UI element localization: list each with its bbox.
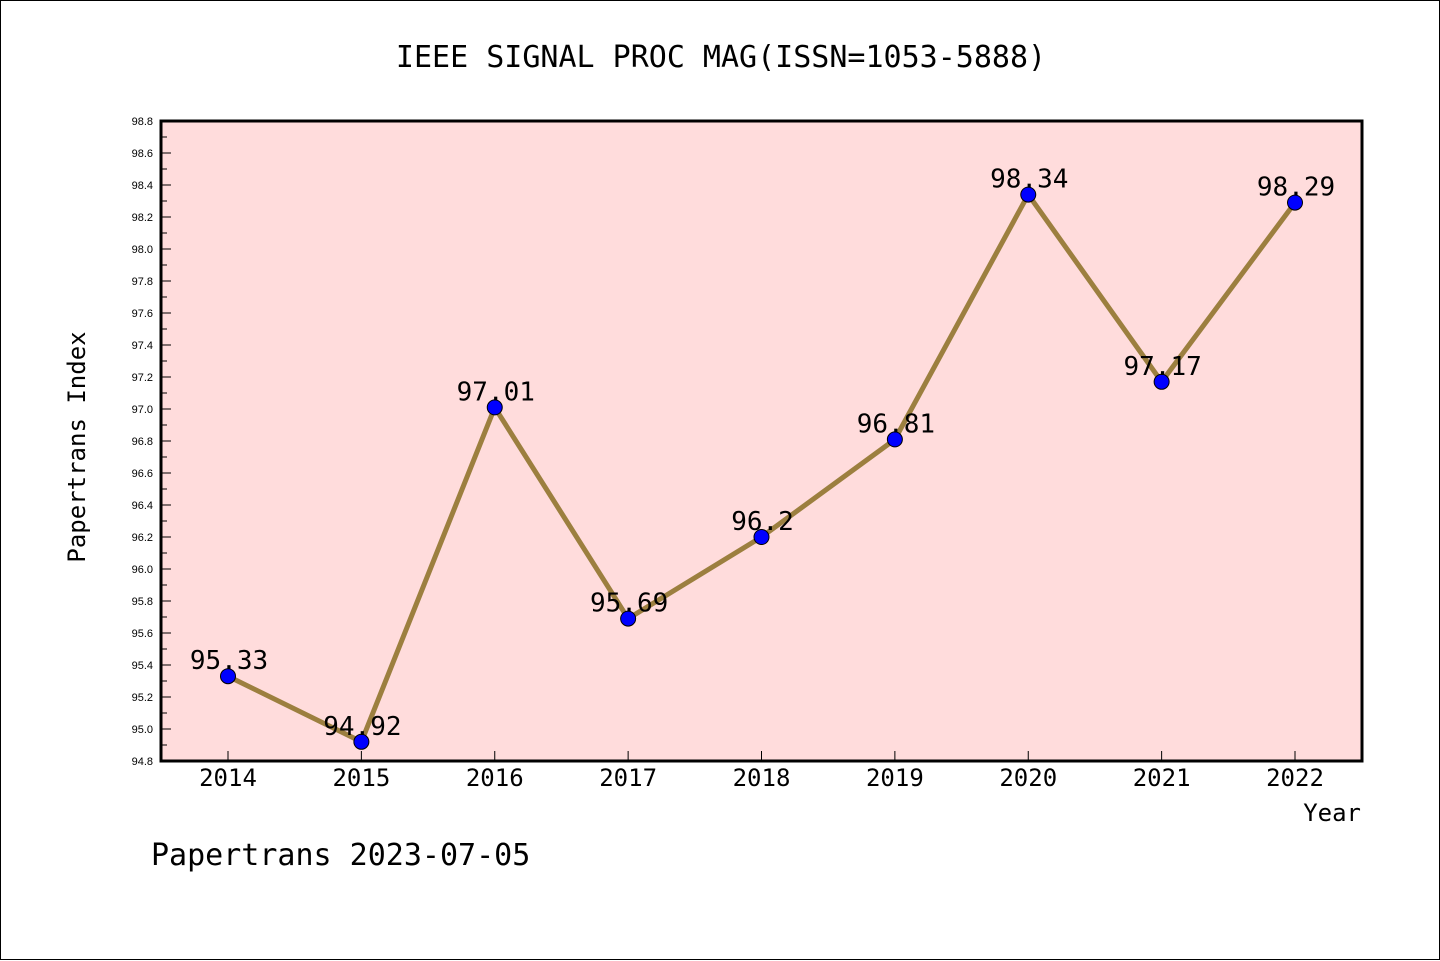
x-tick-label: 2015 [332, 764, 390, 792]
y-tick-label: 96.8 [132, 436, 153, 448]
x-tick-label: 2016 [466, 764, 524, 792]
y-tick-label: 95.0 [132, 724, 153, 736]
data-point-2015 [353, 733, 370, 750]
data-point-2016 [486, 399, 503, 416]
series-line-group [220, 186, 1303, 750]
plot-border [159, 119, 1364, 763]
y-tick-label: 95.4 [132, 660, 153, 672]
data-label-2021: 97.17 [1123, 352, 1201, 382]
data-point-2014 [220, 668, 236, 685]
y-tick-label: 97.4 [132, 340, 153, 352]
y-tick-label: 94.8 [132, 756, 153, 768]
y-tick-label: 96.4 [132, 500, 153, 512]
data-point-2019 [886, 431, 903, 448]
x-axis-label: Year [1303, 799, 1361, 827]
y-tick-label: 98.4 [132, 180, 153, 192]
y-tick-label: 96.0 [132, 564, 153, 576]
data-label-2014: 95.33 [190, 646, 268, 676]
y-tick-label: 98.0 [132, 244, 153, 256]
plot-area [161, 121, 1362, 761]
data-label-2015: 94.92 [323, 712, 401, 742]
data-labels: 95.33 94.92 97.01 95.69 96.2 96.81 98.34 97.17 9… [190, 165, 1335, 742]
y-axis-label: Papertrans Index [63, 331, 91, 562]
x-axis: 2014 2015 2016 2017 2018 2019 2020 2021 2022 [199, 751, 1324, 792]
y-tick-label: 97.0 [132, 404, 153, 416]
x-tick-label: 2022 [1266, 764, 1324, 792]
data-point-2017 [620, 610, 637, 627]
y-tick-label: 95.8 [132, 596, 153, 608]
y-tick-label: 97.6 [132, 308, 153, 320]
y-tick-label: 97.8 [132, 276, 153, 288]
y-tick-label: 97.2 [132, 372, 153, 384]
data-label-2020: 98.34 [990, 165, 1068, 195]
x-tick-label: 2018 [733, 764, 791, 792]
y-tick-label: 96.2 [132, 532, 153, 544]
y-tick-label: 98.8 [132, 116, 153, 128]
y-axis: 94.8 95.0 95.2 95.4 95.6 95.8 96.0 96.2 96.4 96.6… [132, 116, 171, 768]
data-label-2022: 98.29 [1257, 173, 1335, 203]
data-label-2016: 97.01 [457, 377, 535, 407]
data-point-2022 [1287, 194, 1303, 211]
x-tick-label: 2014 [199, 764, 257, 792]
y-tick-label: 98.6 [132, 148, 153, 160]
y-tick-label: 95.2 [132, 692, 153, 704]
x-tick-label: 2021 [1133, 764, 1191, 792]
data-label-2017: 95.69 [590, 589, 668, 619]
chart-title: IEEE SIGNAL PROC MAG(ISSN=1053-5888) [396, 40, 1046, 75]
data-point-2021 [1153, 373, 1170, 390]
data-label-2019: 96.81 [857, 409, 935, 439]
data-point-2018 [753, 529, 770, 545]
y-tick-label: 95.6 [132, 628, 153, 640]
data-label-2018: 96.2 [731, 507, 794, 537]
y-tick-label: 98.2 [132, 212, 153, 224]
x-tick-label: 2017 [599, 764, 657, 792]
x-tick-label: 2020 [999, 764, 1057, 792]
y-tick-label: 96.6 [132, 468, 153, 480]
data-point-2020 [1020, 186, 1037, 203]
x-tick-label: 2019 [866, 764, 924, 792]
footer-text: Papertrans 2023-07-05 [151, 838, 530, 873]
